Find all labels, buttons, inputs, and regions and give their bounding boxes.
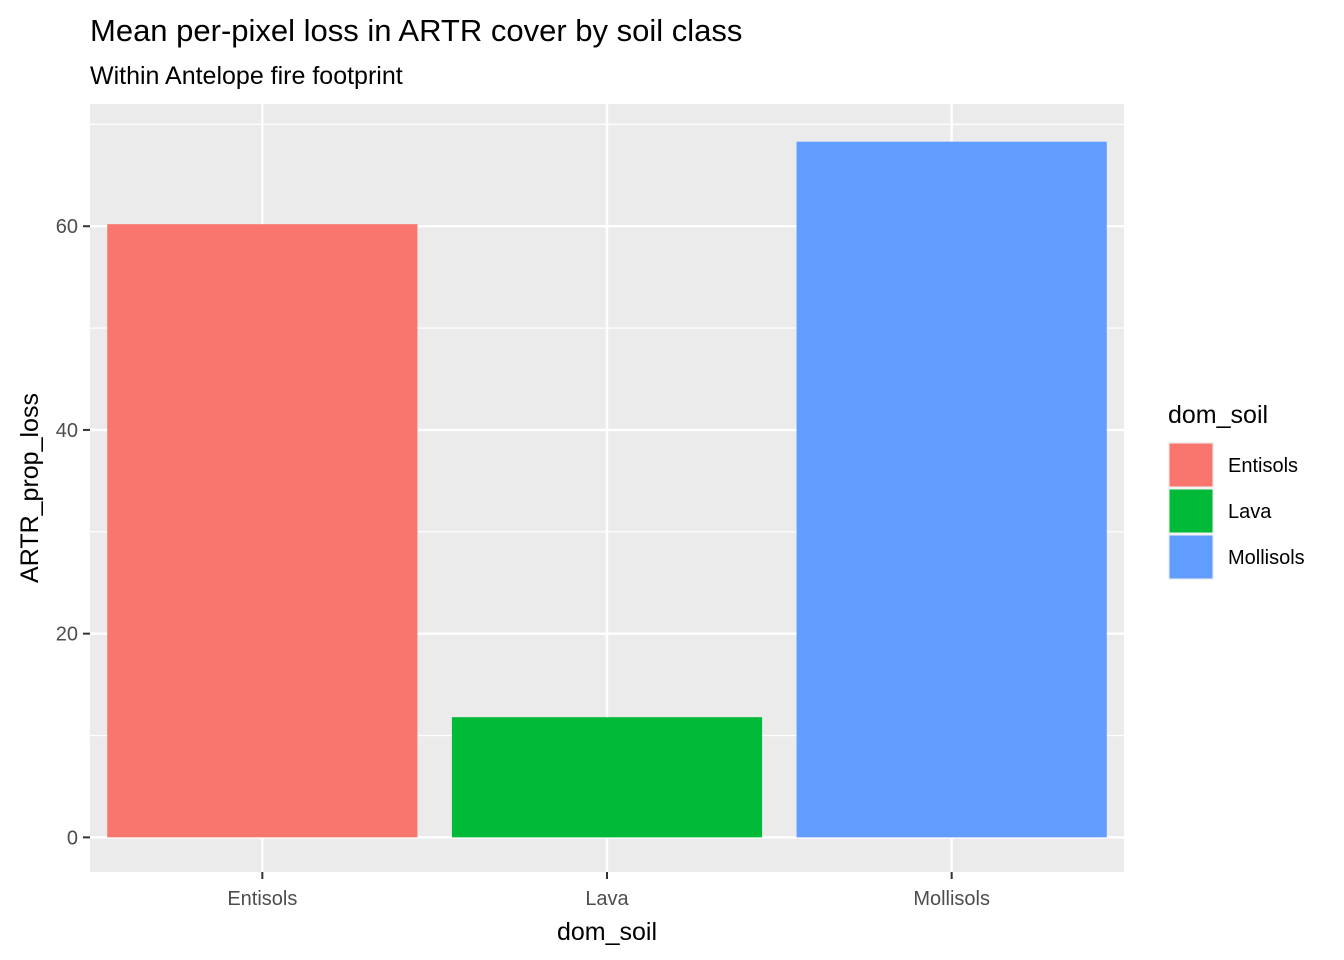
bar-mollisols [796,141,1107,838]
y-tick-label: 60 [56,216,78,238]
legend-label: Mollisols [1228,547,1305,569]
y-axis-title: ARTR_prop_loss [16,393,44,583]
y-tick-label: 20 [56,624,78,646]
bar-lava [451,717,763,838]
x-tick-label: Entisols [227,888,297,910]
y-tick-label: 40 [56,420,78,442]
chart-title: Mean per-pixel loss in ARTR cover by soi… [90,13,742,48]
x-tick-label: Mollisols [913,888,990,910]
legend: Entisols Lava Mollisols [1168,442,1305,580]
x-tick-label: Lava [585,888,629,910]
legend-label: Entisols [1228,455,1298,477]
legend-title: dom_soil [1168,401,1268,429]
x-axis: Entisols Lava Mollisols [227,872,990,910]
bars [107,141,1107,838]
chart-subtitle: Within Antelope fire footprint [90,62,403,90]
bar-entisols [107,224,418,838]
legend-key-lava [1169,489,1213,533]
x-axis-title: dom_soil [557,918,657,946]
legend-key-mollisols [1169,535,1213,579]
legend-key-entisols [1169,443,1213,487]
legend-label: Lava [1228,501,1272,523]
y-tick-label: 0 [67,827,78,849]
y-axis: 0 20 40 60 [56,216,90,849]
